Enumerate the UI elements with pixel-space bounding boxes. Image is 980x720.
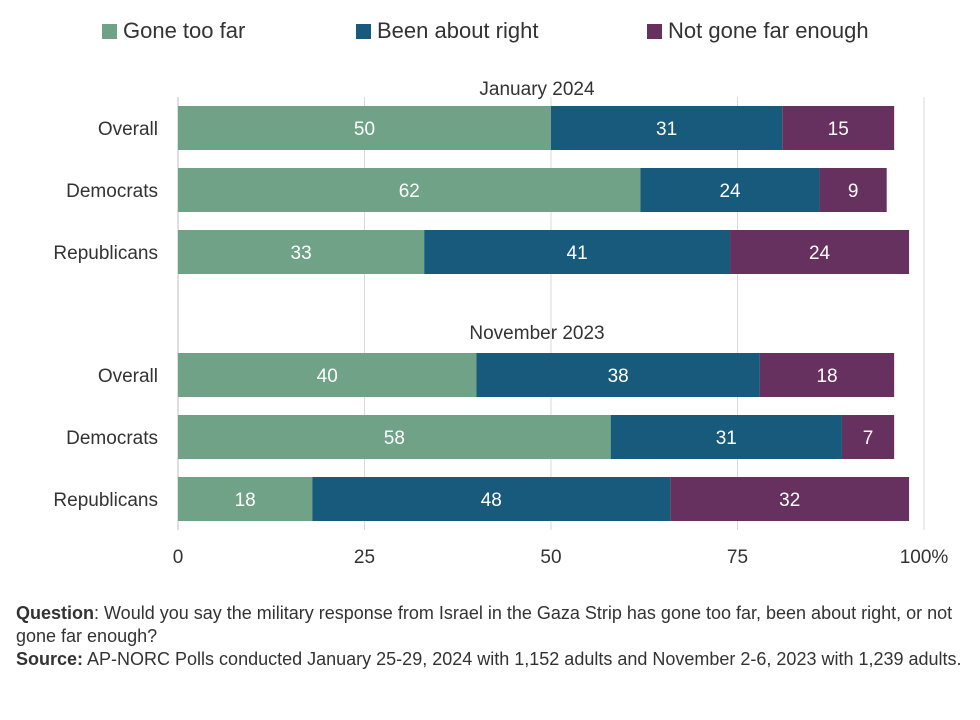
data-label: 24 bbox=[809, 243, 831, 264]
question-note: Question: Would you say the military res… bbox=[16, 602, 966, 648]
category-label: Democrats bbox=[66, 428, 158, 449]
legend-label: Gone too far bbox=[123, 18, 246, 43]
source-label: Source: bbox=[16, 649, 84, 669]
data-label: 41 bbox=[567, 243, 588, 264]
x-tick-label: 0 bbox=[173, 547, 184, 568]
data-label: 40 bbox=[317, 366, 338, 387]
bar-segment bbox=[424, 230, 731, 274]
data-label: 38 bbox=[608, 366, 629, 387]
bar-segment bbox=[178, 106, 551, 150]
legend-item-gone-too-far: Gone too far bbox=[102, 18, 245, 44]
source-note: Source: AP-NORC Polls conducted January … bbox=[16, 648, 966, 671]
bar-segment bbox=[819, 168, 887, 212]
data-label: 24 bbox=[719, 181, 741, 202]
data-label: 31 bbox=[656, 119, 677, 140]
group-title: January 2024 bbox=[479, 79, 595, 100]
x-tick-label: 100% bbox=[900, 547, 949, 568]
data-label: 33 bbox=[291, 243, 312, 264]
bar-segment bbox=[759, 353, 895, 397]
legend-item-not-gone-far-enough: Not gone far enough bbox=[647, 18, 869, 44]
data-label: 18 bbox=[816, 366, 837, 387]
bar-segment bbox=[730, 230, 910, 274]
data-label: 62 bbox=[399, 181, 420, 202]
data-label: 15 bbox=[828, 119, 849, 140]
bar-segment bbox=[178, 477, 313, 521]
bar-segment bbox=[551, 106, 783, 150]
question-label: Question bbox=[16, 603, 95, 623]
category-label: Republicans bbox=[53, 490, 158, 511]
bar-segment bbox=[178, 353, 477, 397]
chart-legend: Gone too far Been about right Not gone f… bbox=[0, 18, 980, 44]
bar-segment bbox=[312, 477, 671, 521]
data-label: 9 bbox=[848, 181, 859, 202]
question-text: : Would you say the military response fr… bbox=[16, 603, 953, 646]
data-label: 32 bbox=[779, 490, 800, 511]
bar-segment bbox=[178, 168, 641, 212]
data-label: 7 bbox=[863, 428, 874, 449]
legend-swatch-not-gone-far-enough bbox=[647, 23, 662, 39]
source-text: AP-NORC Polls conducted January 25-29, 2… bbox=[83, 649, 962, 669]
chart-notes: Question: Would you say the military res… bbox=[16, 602, 966, 671]
legend-swatch-been-about-right bbox=[356, 23, 371, 39]
data-label: 50 bbox=[354, 119, 375, 140]
bar-segment bbox=[782, 106, 895, 150]
data-label: 31 bbox=[716, 428, 737, 449]
bar-segment bbox=[178, 415, 611, 459]
bar-segment bbox=[640, 168, 820, 212]
bar-segment bbox=[841, 415, 895, 459]
bar-segment bbox=[476, 353, 760, 397]
bar-segment bbox=[178, 230, 425, 274]
legend-label: Not gone far enough bbox=[668, 18, 869, 43]
category-label: Overall bbox=[98, 366, 158, 387]
legend-item-been-about-right: Been about right bbox=[356, 18, 538, 44]
bar-segment bbox=[670, 477, 910, 521]
stacked-bar-chart: 0 25 50 75 100% January 2024 Overall 50 31 15 Demo… bbox=[53, 79, 949, 568]
category-label: Overall bbox=[98, 119, 158, 140]
x-tick-label: 75 bbox=[727, 547, 748, 568]
legend-swatch-gone-too-far bbox=[102, 23, 117, 39]
legend-label: Been about right bbox=[377, 18, 539, 43]
group-title: November 2023 bbox=[469, 323, 604, 344]
x-tick-label: 50 bbox=[540, 547, 561, 568]
bar-segment bbox=[610, 415, 842, 459]
x-tick-label: 25 bbox=[354, 547, 375, 568]
data-label: 58 bbox=[384, 428, 405, 449]
category-label: Republicans bbox=[53, 243, 158, 264]
data-label: 48 bbox=[481, 490, 502, 511]
category-label: Democrats bbox=[66, 181, 158, 202]
data-label: 18 bbox=[235, 490, 256, 511]
